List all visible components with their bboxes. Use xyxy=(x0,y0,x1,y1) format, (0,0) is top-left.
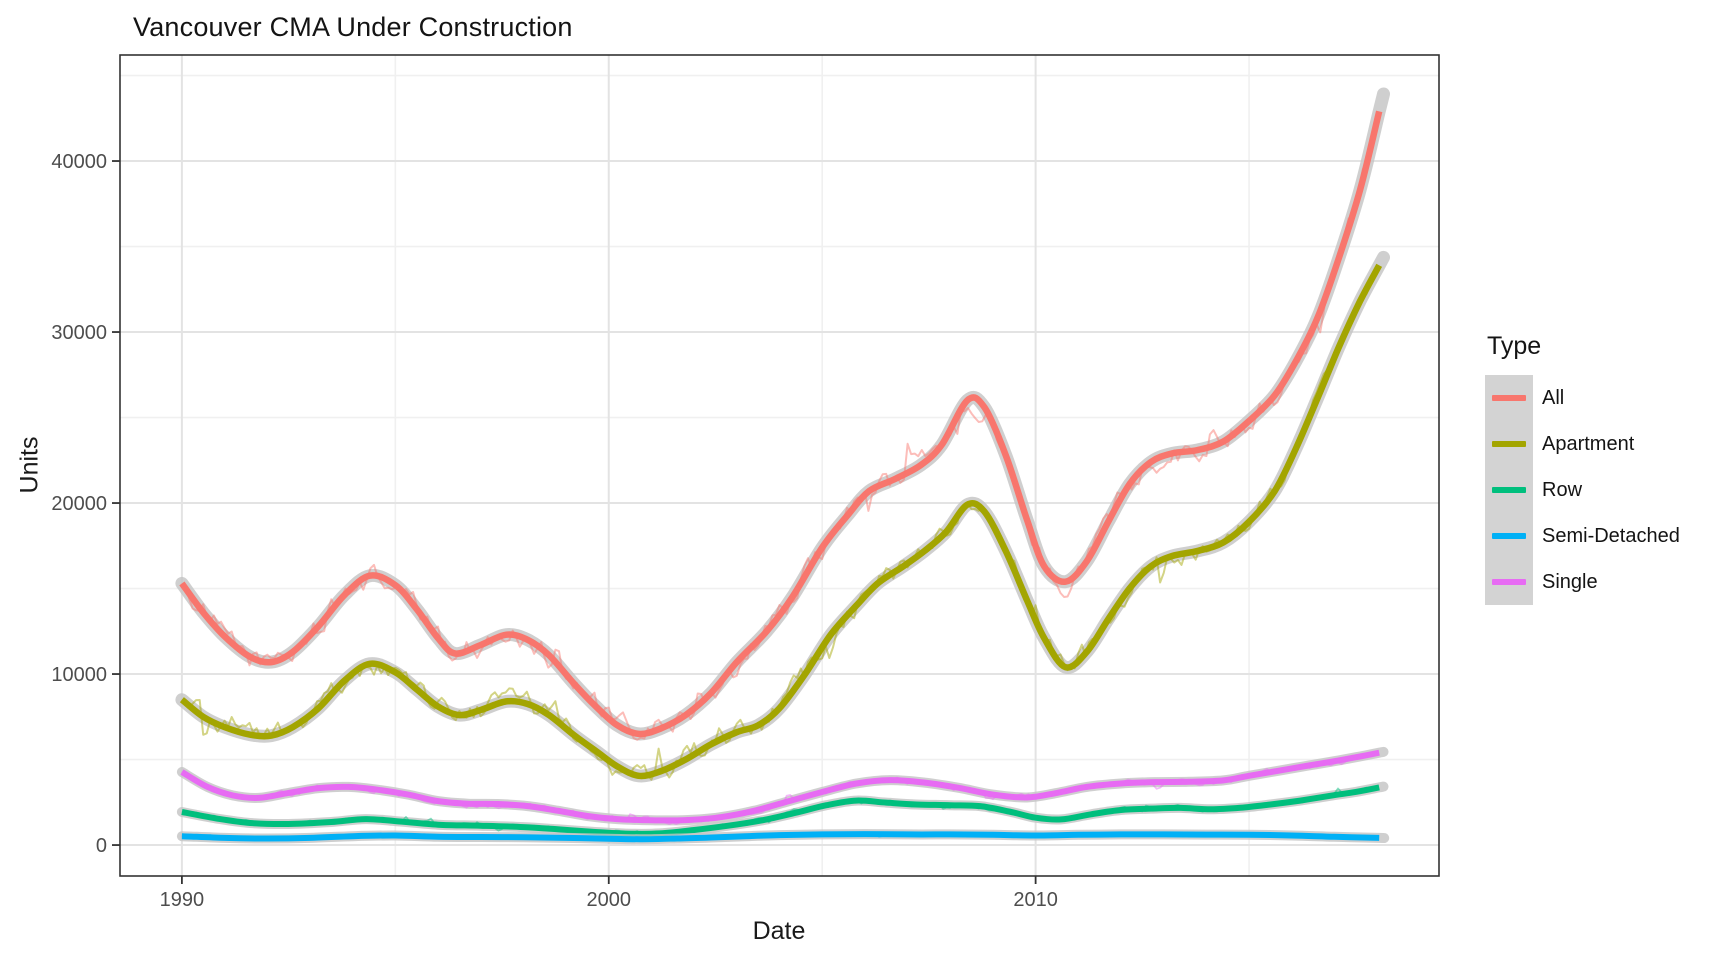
legend-item-all: All xyxy=(1485,375,1680,421)
smooth-line-row xyxy=(181,784,1380,837)
y-tick-label: 0 xyxy=(96,835,107,857)
series-row xyxy=(176,781,1389,839)
y-tick-label: 10000 xyxy=(51,664,107,686)
raw-line-all xyxy=(181,118,1379,741)
ribbon-all xyxy=(175,87,1390,741)
plot-title: Vancouver CMA Under Construction xyxy=(133,12,573,42)
legend-rows: All Apartment Row Semi-Detached Single xyxy=(1485,375,1680,605)
legend-key-apartment xyxy=(1485,421,1533,467)
legend-label: Single xyxy=(1542,570,1598,593)
y-tick-label: 20000 xyxy=(51,493,107,515)
smooth-line-apartment xyxy=(179,263,1383,780)
x-tick-label: 2000 xyxy=(587,889,632,911)
legend-swatch-icon xyxy=(1492,533,1526,539)
legend-swatch-icon xyxy=(1492,395,1526,401)
x-tick-label: 1990 xyxy=(160,889,205,911)
legend-swatch-icon xyxy=(1492,579,1526,585)
legend-key-all xyxy=(1485,375,1533,421)
legend-key-row xyxy=(1485,467,1533,513)
x-axis-title: Date xyxy=(752,917,806,945)
y-tick-label: 30000 xyxy=(51,322,107,344)
legend-title: Type xyxy=(1487,332,1542,360)
y-tick-label: 40000 xyxy=(51,151,107,173)
legend-label: Apartment xyxy=(1542,432,1635,455)
legend-item-row: Row xyxy=(1485,467,1680,513)
series-all xyxy=(175,87,1390,741)
legend-label: Semi-Detached xyxy=(1542,524,1680,547)
y-axis-title: Units xyxy=(15,436,44,494)
raw-line-apartment xyxy=(181,267,1378,781)
legend-swatch-icon xyxy=(1492,487,1526,493)
legend-key-single xyxy=(1485,559,1533,605)
series-semi-detached xyxy=(176,829,1390,845)
raw-line-semi-detached xyxy=(181,832,1378,841)
smooth-line-single xyxy=(180,749,1380,824)
legend-item-apartment: Apartment xyxy=(1485,421,1680,467)
raw-line-row xyxy=(181,786,1378,838)
legend-item-single: Single xyxy=(1485,559,1680,605)
legend-label: Row xyxy=(1542,478,1583,501)
legend-item-semi-detached: Semi-Detached xyxy=(1485,513,1680,559)
legend-key-semi-detached xyxy=(1485,513,1533,559)
x-tick-label: 2010 xyxy=(1013,889,1058,911)
series-single xyxy=(176,746,1389,826)
smooth-line-semi-detached xyxy=(181,831,1380,843)
panel-border xyxy=(119,54,1440,877)
smooth-line-all xyxy=(179,110,1383,738)
series-apartment xyxy=(175,250,1390,783)
legend-label: All xyxy=(1542,386,1565,409)
legend-swatch-icon xyxy=(1492,441,1526,447)
raw-line-single xyxy=(181,752,1378,825)
legend: Type All Apartment Row Semi-Detached Single xyxy=(1485,332,1680,605)
